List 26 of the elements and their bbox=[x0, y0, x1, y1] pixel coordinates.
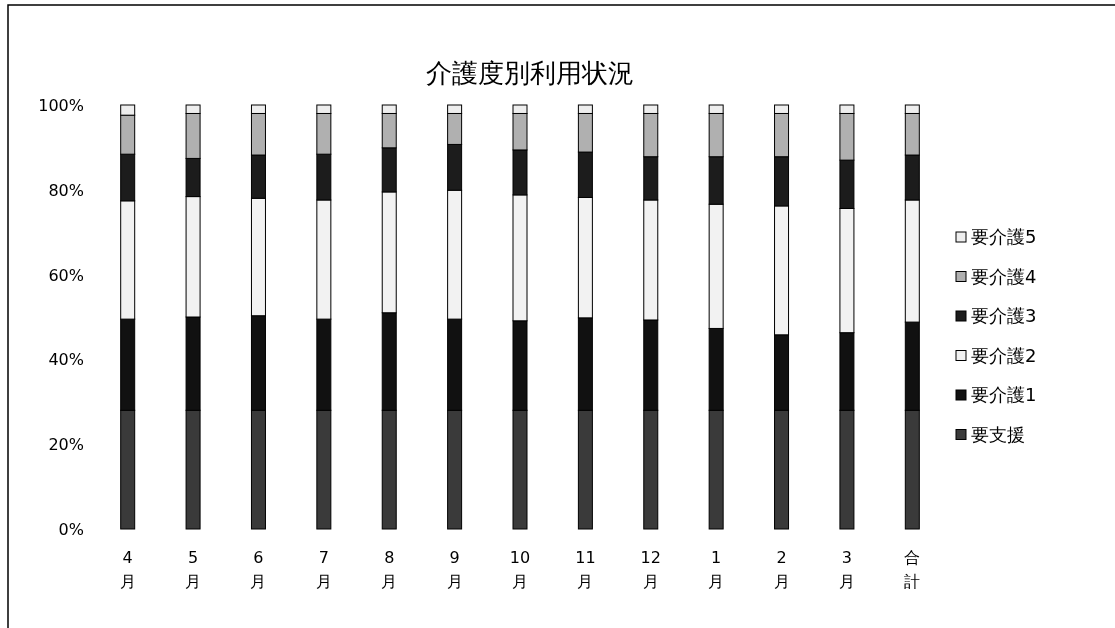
x-tick-label: 4月 bbox=[119, 548, 136, 591]
y-tick-label: 0% bbox=[58, 520, 84, 539]
legend-label: 要介護2 bbox=[971, 344, 1037, 366]
x-tick-label: 5月 bbox=[185, 548, 202, 591]
x-tick-label: 9月 bbox=[446, 548, 463, 591]
x-tick-label: 2月 bbox=[773, 548, 790, 591]
x-tick-label: 6月 bbox=[250, 548, 267, 591]
x-tick-label: 10月 bbox=[509, 548, 531, 591]
y-tick-label: 60% bbox=[48, 265, 84, 285]
y-tick-label: 20% bbox=[48, 435, 84, 455]
x-tick-label: 7月 bbox=[315, 548, 332, 591]
legend-label: 要介護4 bbox=[971, 265, 1037, 287]
x-tick-label: 合計 bbox=[904, 548, 921, 591]
legend-label: 要支援 bbox=[971, 423, 1025, 445]
chart-title: 介護度別利用状況 bbox=[426, 58, 634, 88]
x-tick-label: 3月 bbox=[838, 548, 855, 591]
legend-label: 要介護1 bbox=[971, 384, 1037, 405]
y-tick-label: 80% bbox=[48, 180, 84, 200]
x-tick-label: 8月 bbox=[381, 548, 398, 591]
x-tick-label: 11月 bbox=[575, 548, 596, 591]
x-tick-label: 12月 bbox=[640, 548, 661, 591]
legend-label: 要介護3 bbox=[971, 305, 1037, 326]
legend-label: 要介護5 bbox=[971, 226, 1037, 247]
x-tick-label: 1月 bbox=[708, 548, 725, 591]
y-tick-label: 100% bbox=[38, 96, 84, 115]
y-tick-label: 40% bbox=[48, 350, 84, 370]
